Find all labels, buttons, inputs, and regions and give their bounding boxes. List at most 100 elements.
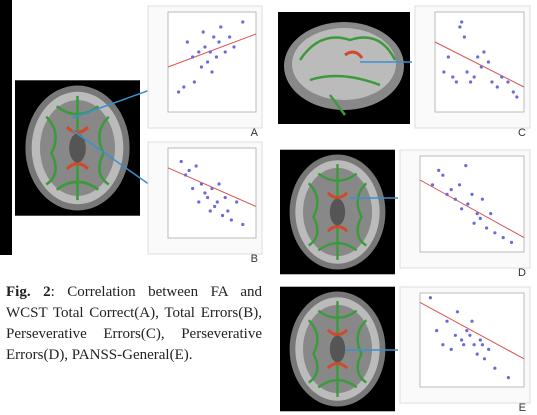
data-point — [235, 200, 238, 203]
data-point — [483, 357, 486, 360]
data-point — [210, 187, 213, 190]
data-point — [468, 334, 471, 337]
data-point — [442, 70, 445, 73]
data-point — [485, 226, 488, 229]
data-point — [460, 338, 463, 341]
data-point — [197, 50, 200, 53]
data-point — [476, 55, 479, 58]
data-point — [213, 205, 216, 208]
data-point — [200, 65, 203, 68]
data-point — [489, 212, 492, 215]
data-point — [472, 343, 475, 346]
data-point — [203, 45, 206, 48]
data-point — [476, 212, 479, 215]
data-point — [510, 241, 513, 244]
data-point — [191, 187, 194, 190]
data-point — [217, 182, 220, 185]
data-point — [447, 55, 450, 58]
data-point — [464, 164, 467, 167]
data-point — [215, 55, 218, 58]
caption-label: Fig. 2 — [6, 284, 51, 300]
data-point — [431, 183, 434, 186]
data-point — [441, 343, 444, 346]
data-point — [202, 30, 205, 33]
plot-area — [420, 156, 524, 252]
data-point — [180, 160, 183, 163]
data-point — [230, 218, 233, 221]
data-point — [188, 169, 191, 172]
data-point — [212, 35, 215, 38]
brain-image — [280, 287, 395, 412]
data-point — [216, 200, 219, 203]
data-point — [450, 188, 453, 191]
data-point — [496, 85, 499, 88]
data-point — [481, 343, 484, 346]
data-point — [479, 338, 482, 341]
data-point — [435, 329, 438, 332]
data-point — [241, 223, 244, 226]
data-point — [502, 236, 505, 239]
data-point — [480, 65, 483, 68]
data-point — [476, 353, 479, 356]
brain-image — [280, 150, 395, 275]
plot-area — [420, 293, 524, 387]
data-point — [490, 80, 493, 83]
data-point — [482, 50, 485, 53]
data-point — [445, 193, 448, 196]
data-point — [241, 20, 244, 23]
figure-caption: Fig. 2: Correlation between FA and WCST … — [6, 282, 262, 366]
data-point — [479, 217, 482, 220]
data-point — [462, 343, 465, 346]
panel-label: C — [518, 127, 526, 139]
data-point — [195, 164, 198, 167]
data-point — [455, 80, 458, 83]
data-point — [469, 80, 472, 83]
data-point — [454, 198, 457, 201]
data-point — [456, 310, 459, 313]
data-point — [437, 169, 440, 172]
plot-area — [435, 12, 524, 112]
data-point — [429, 296, 432, 299]
data-point — [465, 70, 468, 73]
data-point — [191, 55, 194, 58]
data-point — [182, 85, 185, 88]
data-point — [458, 183, 461, 186]
data-point — [507, 376, 510, 379]
data-point — [515, 95, 518, 98]
data-point — [472, 222, 475, 225]
data-point — [210, 70, 213, 73]
data-point — [460, 207, 463, 210]
data-point — [186, 40, 189, 43]
data-point — [177, 90, 180, 93]
data-point — [200, 182, 203, 185]
data-point — [470, 320, 473, 323]
data-point — [224, 196, 227, 199]
data-point — [500, 75, 503, 78]
data-point — [226, 209, 229, 212]
data-point — [197, 200, 200, 203]
data-point — [481, 198, 484, 201]
panel-label: E — [519, 402, 526, 414]
data-point — [193, 80, 196, 83]
data-point — [466, 202, 469, 205]
data-point — [493, 367, 496, 370]
data-point — [460, 20, 463, 23]
edge-strip — [0, 0, 12, 255]
data-point — [209, 209, 212, 212]
data-point — [473, 75, 476, 78]
data-point — [441, 174, 444, 177]
panel-label: A — [251, 127, 259, 139]
data-point — [217, 40, 220, 43]
data-point — [451, 75, 454, 78]
data-point — [445, 320, 448, 323]
data-point — [224, 50, 227, 53]
data-point — [206, 196, 209, 199]
data-point — [206, 60, 209, 63]
panel-label: B — [251, 253, 258, 265]
data-point — [454, 334, 457, 337]
data-point — [465, 329, 468, 332]
data-point — [487, 60, 490, 63]
data-point — [232, 45, 235, 48]
data-point — [209, 50, 212, 53]
data-point — [219, 25, 222, 28]
